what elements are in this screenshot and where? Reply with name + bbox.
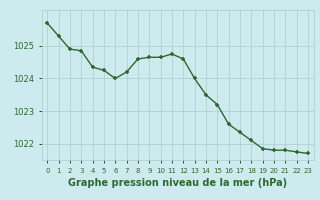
X-axis label: Graphe pression niveau de la mer (hPa): Graphe pression niveau de la mer (hPa): [68, 178, 287, 188]
